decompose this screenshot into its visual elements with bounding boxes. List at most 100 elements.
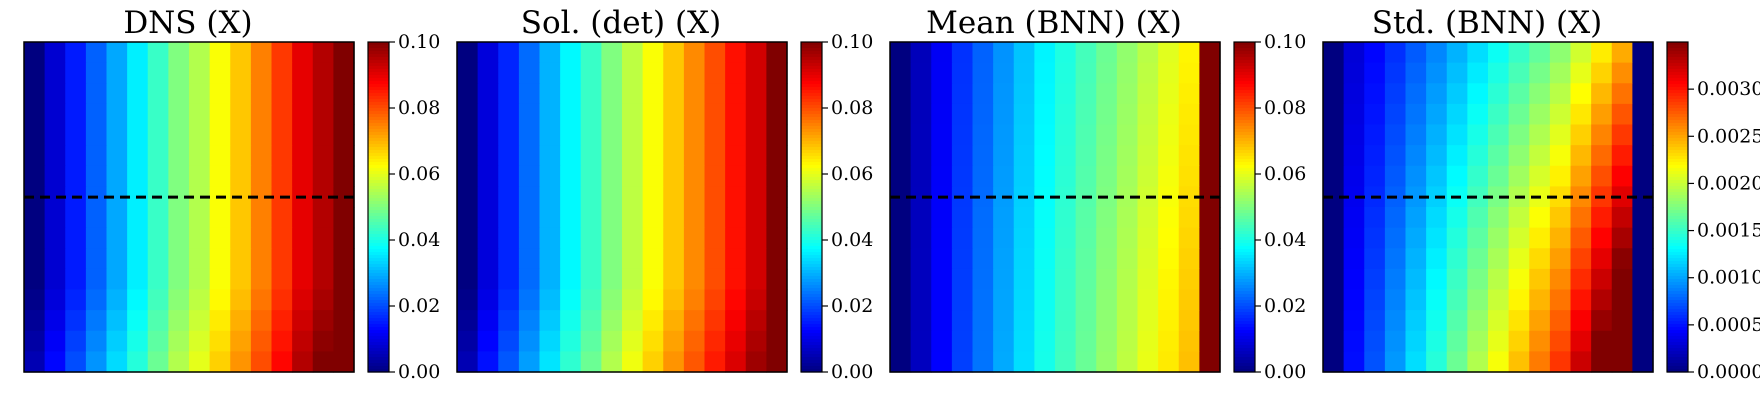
colorbar-band	[801, 171, 822, 175]
heatmap-cell	[539, 83, 561, 105]
heatmap-cell	[1570, 83, 1592, 105]
colorbar-band	[801, 288, 822, 292]
colorbar-band	[1667, 237, 1688, 241]
heatmap-cell	[704, 330, 726, 352]
colorbar-band	[801, 204, 822, 208]
heatmap-cell	[250, 227, 273, 249]
heatmap-cell	[683, 227, 706, 249]
heatmap-cell	[1467, 145, 1489, 167]
heatmap-cell	[1405, 186, 1427, 208]
heatmap-cell	[498, 62, 520, 84]
heatmap-cell	[65, 351, 87, 373]
colorbar-band	[1667, 246, 1688, 250]
heatmap-cell	[1178, 330, 1200, 352]
heatmap-cell	[1158, 62, 1180, 84]
heatmap-cell	[704, 145, 726, 167]
heatmap-cell	[683, 124, 706, 146]
colorbar-band	[801, 240, 822, 244]
heatmap-cell	[1405, 289, 1427, 311]
colorbar-band	[1234, 264, 1255, 268]
heatmap-cell	[1137, 227, 1159, 249]
heatmap-cell	[580, 124, 602, 146]
heatmap-cell	[189, 227, 211, 249]
heatmap-cell	[642, 227, 664, 249]
colorbar-tick-label: 0.06	[831, 163, 873, 185]
heatmap-cell	[1096, 124, 1118, 146]
colorbar-band	[801, 156, 822, 160]
colorbar-band	[368, 327, 389, 331]
heatmap-cell	[457, 42, 479, 64]
heatmap-cell	[457, 351, 479, 373]
colorbar-band	[801, 135, 822, 139]
colorbar-band	[1667, 342, 1688, 346]
heatmap-cell	[1591, 145, 1613, 167]
heatmap-cell	[168, 268, 190, 291]
colorbar-band	[1667, 264, 1688, 268]
colorbar-band	[1667, 93, 1688, 97]
colorbar-tick-label: 0.10	[398, 31, 440, 53]
heatmap-cell	[1405, 227, 1427, 249]
colorbar-band	[1234, 57, 1255, 61]
heatmap-cell	[683, 310, 706, 332]
colorbar-band	[368, 123, 389, 127]
colorbar-band	[1234, 90, 1255, 94]
heatmap-cell	[518, 330, 541, 352]
heatmap-cell	[539, 186, 561, 208]
colorbar-band	[368, 222, 389, 226]
heatmap-cell	[1488, 42, 1510, 64]
colorbar-band	[1234, 327, 1255, 331]
heatmap-cell	[1488, 186, 1510, 208]
heatmap-cell	[1611, 103, 1633, 126]
colorbar-band	[1234, 180, 1255, 184]
heatmap-cell	[683, 289, 706, 311]
heatmap-cell	[890, 83, 912, 105]
heatmap-cell	[518, 289, 541, 311]
heatmap-cell	[518, 248, 541, 270]
heatmap-cell	[560, 248, 582, 270]
colorbar-band	[801, 348, 822, 352]
colorbar-band	[1667, 288, 1688, 292]
heatmap-cell	[1405, 42, 1427, 64]
heatmap-cell	[683, 186, 706, 208]
heatmap-cell	[1549, 186, 1572, 208]
heatmap-cell	[704, 227, 726, 249]
heatmap-cell	[1323, 124, 1345, 146]
colorbar-band	[1234, 246, 1255, 250]
heatmap-cell	[1405, 351, 1427, 373]
colorbar-band	[801, 219, 822, 223]
heatmap-cell	[312, 83, 334, 105]
colorbar-band	[1234, 339, 1255, 343]
heatmap-cell	[1632, 248, 1654, 270]
heatmap-cell	[1529, 268, 1551, 291]
colorbar-band	[1234, 75, 1255, 79]
heatmap-cell	[518, 165, 541, 187]
colorbar-band	[1234, 366, 1255, 370]
heatmap-cell	[250, 145, 273, 167]
heatmap-cell	[910, 62, 932, 84]
heatmap-cell	[189, 248, 211, 270]
heatmap-cell	[745, 145, 767, 167]
heatmap-cell	[44, 145, 66, 167]
heatmap-cell	[580, 83, 602, 105]
heatmap-cell	[1034, 310, 1056, 332]
heatmap-cell	[993, 42, 1015, 64]
colorbar-band	[801, 285, 822, 289]
heatmap-cell	[1013, 351, 1035, 373]
heatmap-cell	[1364, 248, 1386, 270]
heatmap-cell	[168, 351, 190, 373]
heatmap-cell	[1632, 103, 1654, 126]
heatmap-cell	[622, 83, 644, 105]
colorbar-band	[801, 192, 822, 196]
heatmap-cell	[85, 145, 108, 167]
heatmap-cell	[1632, 268, 1654, 291]
colorbar-band	[1234, 186, 1255, 190]
heatmap-cell	[745, 165, 767, 187]
heatmap-cell	[1405, 310, 1427, 332]
colorbar-tick-label: 0.10	[831, 31, 873, 53]
heatmap-cells	[24, 42, 355, 373]
heatmap-cell	[890, 248, 912, 270]
heatmap-cell	[539, 42, 561, 64]
heatmap-cells	[890, 42, 1221, 373]
heatmap-cell	[85, 289, 108, 311]
heatmap-cell	[972, 186, 994, 208]
